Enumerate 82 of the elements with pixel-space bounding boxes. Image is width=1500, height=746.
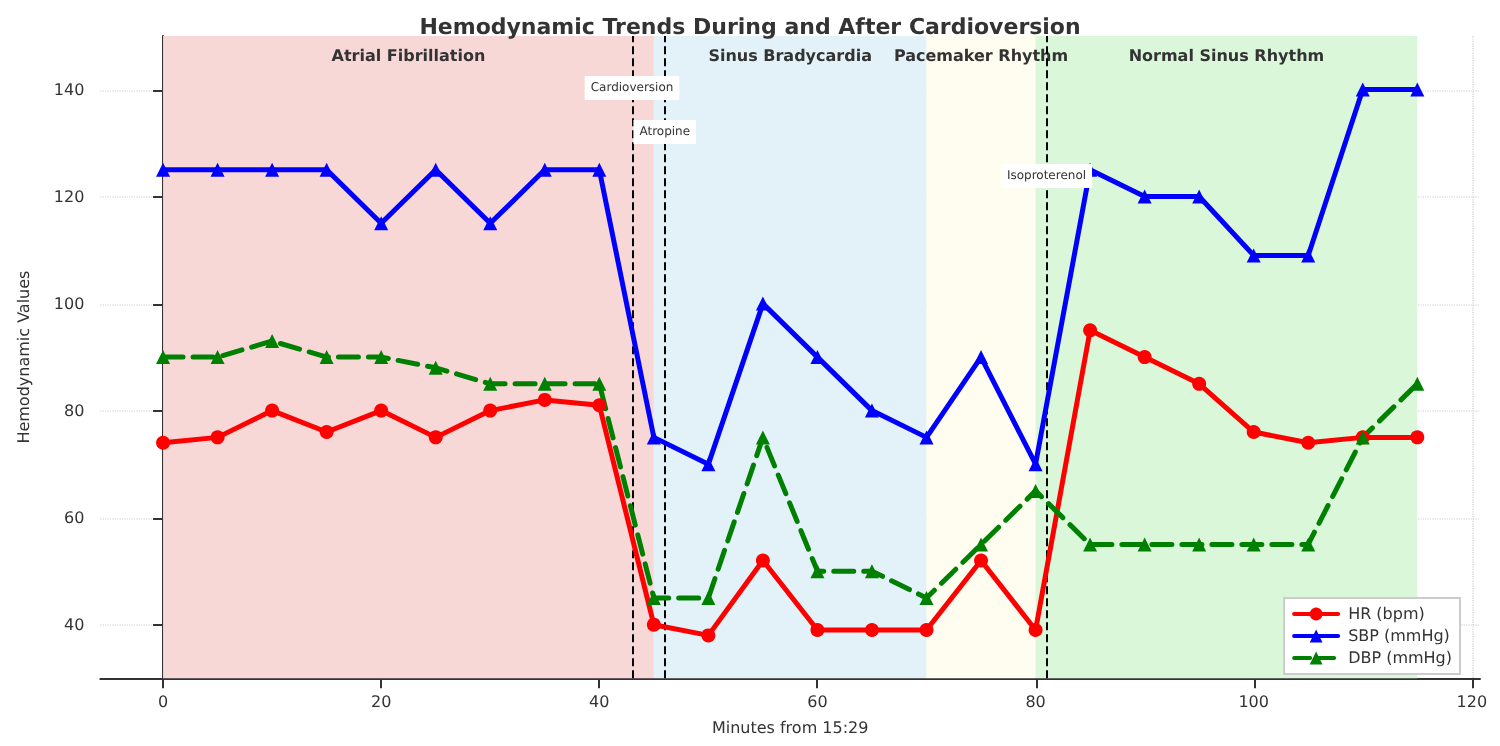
point bbox=[1301, 537, 1316, 552]
point bbox=[1301, 435, 1316, 450]
legend-label: HR (bpm) bbox=[1348, 605, 1425, 623]
point bbox=[1355, 82, 1370, 97]
point bbox=[592, 376, 607, 391]
point bbox=[810, 623, 825, 638]
point bbox=[974, 553, 989, 568]
point bbox=[156, 162, 171, 177]
point bbox=[537, 376, 552, 391]
x-tick-label: 120 bbox=[1456, 693, 1488, 712]
point bbox=[1246, 248, 1261, 263]
point bbox=[156, 350, 171, 365]
y-tick-label: 140 bbox=[53, 80, 85, 99]
point bbox=[1410, 430, 1425, 445]
point bbox=[374, 350, 389, 365]
point bbox=[1246, 537, 1261, 552]
x-tick-label: 0 bbox=[157, 693, 169, 712]
x-tick-label: 60 bbox=[807, 693, 828, 712]
x-tick-label: 40 bbox=[589, 693, 610, 712]
band-label: Atrial Fibrillation bbox=[331, 47, 486, 65]
point bbox=[1083, 323, 1098, 338]
y-tick-label: 80 bbox=[63, 401, 85, 420]
legend-label: SBP (mmHg) bbox=[1348, 627, 1450, 645]
x-axis-title: Minutes from 15:29 bbox=[711, 719, 869, 737]
point bbox=[374, 216, 389, 231]
band-label: Pacemaker Rhythm bbox=[893, 47, 1069, 65]
point bbox=[1137, 537, 1152, 552]
band-label: Sinus Bradycardia bbox=[708, 47, 872, 65]
x-tick-label: 20 bbox=[370, 693, 392, 712]
point bbox=[592, 162, 607, 177]
point bbox=[537, 392, 552, 407]
legend-label: DBP (mmHg) bbox=[1348, 649, 1452, 667]
point bbox=[974, 537, 989, 552]
point bbox=[428, 430, 443, 445]
point bbox=[919, 590, 934, 605]
point bbox=[265, 403, 280, 418]
point bbox=[1301, 248, 1316, 263]
point bbox=[1137, 350, 1152, 365]
point bbox=[1246, 425, 1261, 440]
point bbox=[210, 430, 225, 445]
point bbox=[1028, 623, 1043, 638]
point bbox=[265, 334, 280, 349]
point bbox=[1192, 376, 1207, 391]
y-axis-title: Hemodynamic Values bbox=[15, 270, 33, 444]
point bbox=[592, 398, 607, 413]
point bbox=[646, 590, 661, 605]
y-tick-label: 120 bbox=[53, 187, 85, 206]
point bbox=[483, 376, 498, 391]
point bbox=[156, 435, 171, 450]
point bbox=[810, 564, 825, 579]
chart-title: Hemodynamic Trends During and After Cardioversion bbox=[419, 14, 1081, 40]
point bbox=[701, 628, 716, 643]
y-tick-label: 40 bbox=[63, 615, 85, 634]
point bbox=[374, 403, 389, 418]
band-label: Normal Sinus Rhythm bbox=[1128, 47, 1325, 65]
point bbox=[864, 564, 879, 579]
point bbox=[1192, 537, 1207, 552]
point bbox=[755, 430, 770, 445]
point bbox=[1137, 189, 1152, 204]
point bbox=[864, 623, 879, 638]
point bbox=[974, 350, 989, 365]
point bbox=[483, 216, 498, 231]
point bbox=[919, 430, 934, 445]
point bbox=[1083, 537, 1098, 552]
point bbox=[210, 162, 225, 177]
x-tick-label: 80 bbox=[1025, 693, 1046, 712]
point bbox=[265, 162, 280, 177]
point bbox=[919, 623, 934, 638]
point bbox=[755, 553, 770, 568]
point bbox=[1410, 82, 1425, 97]
point bbox=[701, 590, 716, 605]
point bbox=[319, 425, 334, 440]
point bbox=[864, 403, 879, 418]
point bbox=[646, 617, 661, 632]
point bbox=[210, 350, 225, 365]
point bbox=[428, 360, 443, 375]
y-tick-label: 100 bbox=[53, 294, 85, 313]
point bbox=[319, 350, 334, 365]
y-tick-label: 60 bbox=[63, 508, 85, 527]
x-tick-label: 100 bbox=[1238, 693, 1269, 712]
point bbox=[483, 403, 498, 418]
point bbox=[701, 457, 716, 472]
